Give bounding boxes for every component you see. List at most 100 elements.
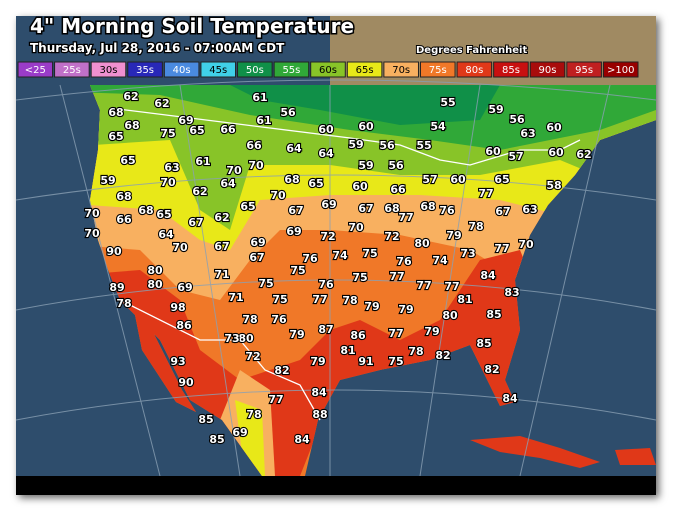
station-reading: 61 [252, 91, 267, 104]
station-reading: 69 [177, 281, 192, 294]
station-reading: 82 [435, 349, 450, 362]
station-reading: 78 [408, 345, 423, 358]
station-reading: 86 [176, 319, 192, 332]
legend: <25 25s 30s 35s 40s 45s 50s 55s 60s 65s 70s 75s 80s 8… [17, 61, 639, 78]
station-reading: 65 [240, 200, 255, 213]
station-reading: 76 [318, 278, 334, 291]
station-reading: 68 [420, 200, 435, 213]
station-reading: 69 [250, 236, 265, 249]
station-reading: 59 [348, 138, 363, 151]
cuba [470, 436, 600, 468]
station-reading: 78 [468, 220, 483, 233]
station-reading: 56 [379, 139, 395, 152]
units: Degrees Fahrenheit [416, 45, 527, 56]
station-reading: 83 [504, 286, 519, 299]
station-reading: 62 [123, 90, 138, 103]
station-reading: 60 [546, 121, 562, 134]
station-reading: 56 [509, 113, 525, 126]
station-reading: 82 [274, 364, 289, 377]
station-reading: 66 [390, 183, 406, 196]
station-reading: 85 [486, 308, 501, 321]
station-reading: 64 [286, 142, 302, 155]
station-reading: 70 [248, 159, 264, 172]
station-reading: 75 [352, 271, 367, 284]
station-reading: 77 [388, 327, 403, 340]
station-reading: 69 [321, 198, 336, 211]
station-reading: 65 [308, 177, 323, 190]
station-reading: 56 [280, 106, 296, 119]
station-reading: 63 [522, 203, 537, 216]
legend-swatch [127, 61, 163, 78]
station-reading: 65 [494, 173, 509, 186]
station-reading: 70 [84, 227, 100, 240]
station-reading: 68 [124, 119, 139, 132]
station-reading: 76 [271, 313, 287, 326]
legend-label: 90s [539, 65, 557, 76]
station-reading: 55 [416, 139, 431, 152]
station-reading: 67 [495, 205, 510, 218]
station-reading: 70 [226, 164, 242, 177]
station-reading: 55 [440, 96, 455, 109]
graticule [15, 79, 657, 477]
station-reading: 67 [249, 251, 264, 264]
station-reading: 84 [294, 433, 310, 446]
station-reading: 57 [508, 150, 523, 163]
station-reading: 66 [246, 139, 262, 152]
legend-swatch [163, 61, 200, 78]
station-reading: 84 [502, 392, 518, 405]
station-reading: 60 [318, 123, 334, 136]
station-reading: 59 [100, 174, 115, 187]
station-reading: 85 [209, 433, 224, 446]
station-reading: 64 [158, 228, 174, 241]
station-reading: 75 [362, 247, 377, 260]
station-reading: 80 [442, 309, 458, 322]
station-reading: 89 [109, 281, 124, 294]
legend-swatch [237, 61, 273, 78]
station-reading: 87 [318, 323, 333, 336]
legend-label: 45s [209, 65, 227, 76]
station-reading: 73 [224, 332, 239, 345]
station-reading: 67 [288, 204, 303, 217]
station-reading: 66 [116, 213, 132, 226]
legend-label: 50s [246, 65, 264, 76]
borders [109, 107, 581, 421]
station-reading: 88 [312, 408, 327, 421]
station-reading: 81 [340, 344, 355, 357]
station-reading: 98 [170, 301, 185, 314]
station-reading: 78 [242, 313, 257, 326]
station-reading: 77 [312, 293, 327, 306]
legend-swatch [493, 61, 529, 78]
station-reading: 76 [439, 204, 455, 217]
station-reading: 65 [120, 154, 135, 167]
station-reading: 84 [480, 269, 496, 282]
station-reading: 76 [396, 255, 412, 268]
station-reading: 61 [195, 155, 210, 168]
station-reading: 79 [424, 325, 439, 338]
legend-label: 75s [429, 65, 447, 76]
legend-swatch [54, 61, 90, 78]
legend-swatch [529, 61, 566, 78]
station-reading: 77 [444, 280, 459, 293]
station-reading: 79 [364, 300, 379, 313]
station-reading: 84 [311, 386, 327, 399]
station-reading: 63 [164, 161, 179, 174]
station-reading: 65 [108, 130, 123, 143]
station-reading: 60 [358, 120, 374, 133]
station-reading: 79 [446, 229, 461, 242]
legend-label: 35s [136, 65, 154, 76]
station-reading: 64 [220, 177, 236, 190]
legend-label: 70s [392, 65, 410, 76]
station-reading: 60 [548, 146, 564, 159]
station-reading: 75 [272, 293, 287, 306]
station-reading: 82 [484, 363, 499, 376]
station-reading: 90 [178, 376, 194, 389]
legend-swatch [346, 61, 383, 78]
station-reading: 81 [457, 293, 472, 306]
station-reading: 78 [342, 294, 357, 307]
subtitle: Thursday, Jul 28, 2016 - 07:00AM CDT [30, 41, 285, 55]
station-reading: 69 [178, 114, 193, 127]
station-reading: 68 [108, 106, 123, 119]
legend-swatch [90, 61, 127, 78]
